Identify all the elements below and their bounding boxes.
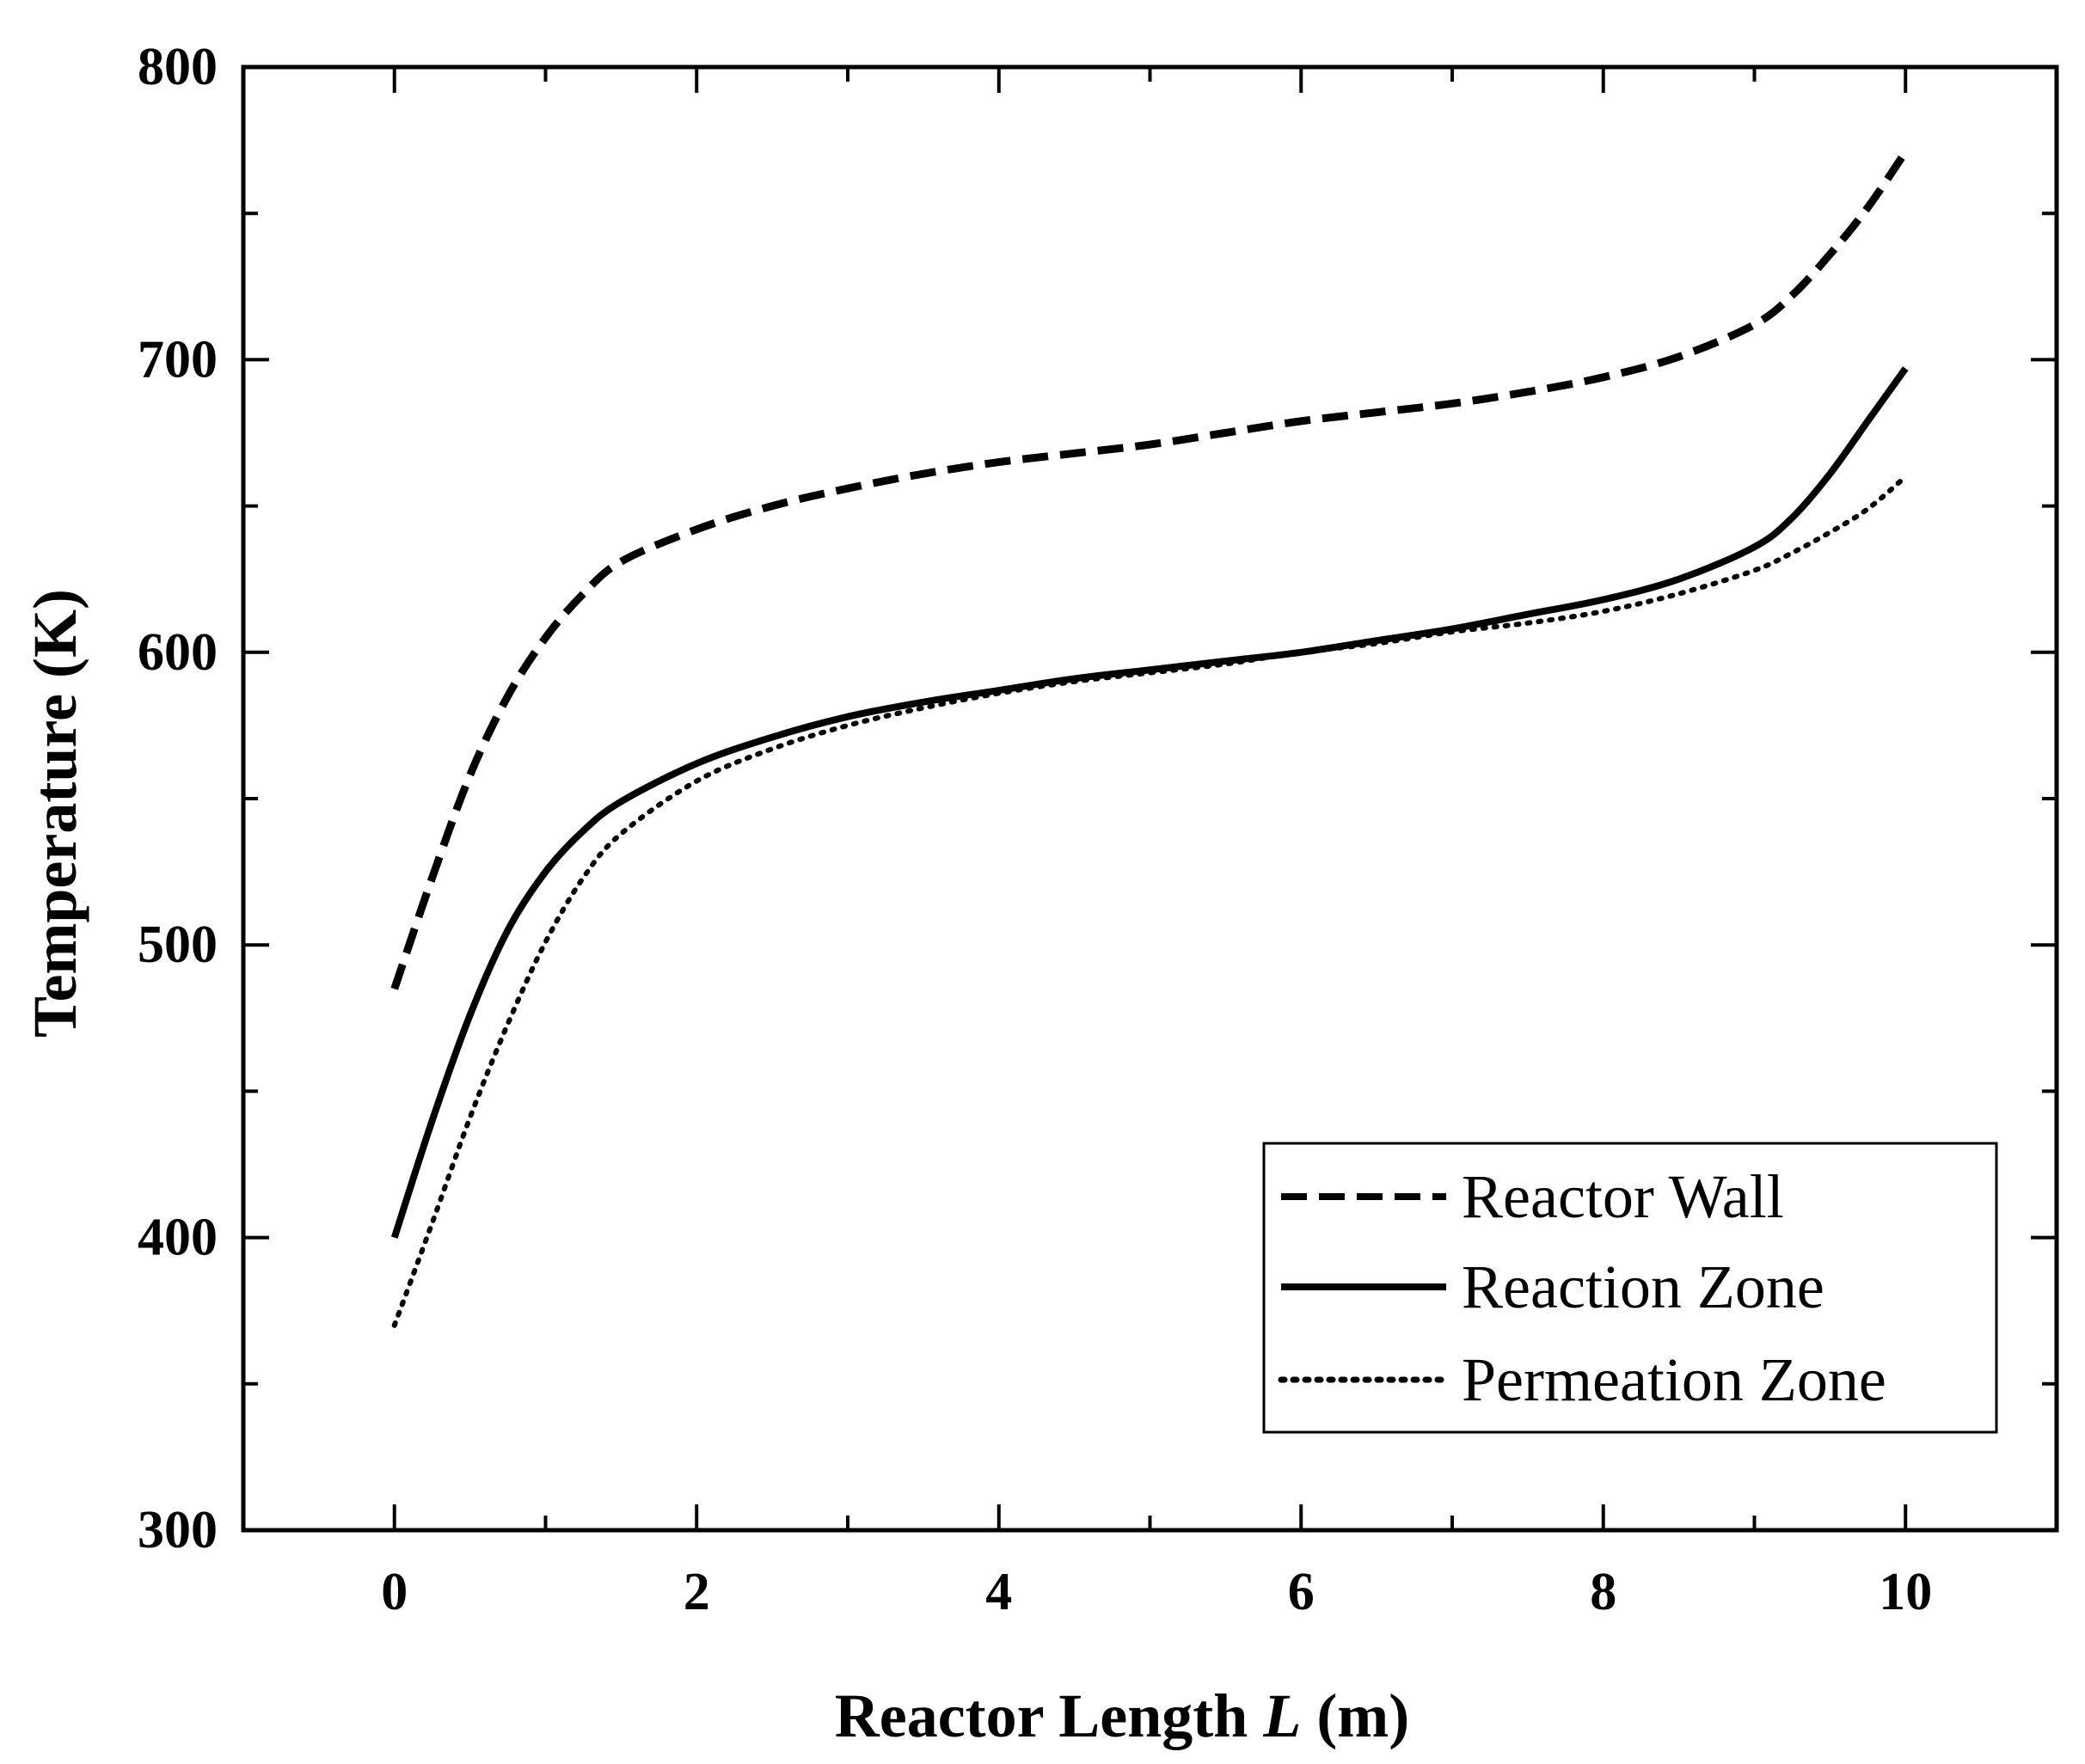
series-line-permeation-zone (391, 474, 1909, 1328)
legend-label-permeation-zone: Permeation Zone (1462, 1345, 1886, 1414)
x-tick-label: 6 (1288, 1563, 1315, 1621)
x-tick-label: 2 (684, 1563, 710, 1621)
legend: Reactor Wall Reaction Zone Permeation Zo… (1262, 1142, 1998, 1434)
x-axis-title: Reactor Length L (m) (835, 1681, 1410, 1750)
legend-label-reaction-zone: Reaction Zone (1462, 1253, 1824, 1321)
y-axis-title: Temperature (K) (21, 589, 89, 1038)
plot-frame (241, 64, 2059, 1533)
x-tick-label: 10 (1879, 1563, 1932, 1621)
x-tick-label: 4 (985, 1563, 1012, 1621)
legend-label-reactor-wall: Reactor Wall (1462, 1162, 1784, 1231)
series-layer (390, 150, 1909, 1328)
y-tick-label: 700 (138, 330, 218, 389)
y-tick-label: 300 (138, 1501, 218, 1559)
x-tick-label: 8 (1590, 1563, 1616, 1621)
y-tick-label: 600 (138, 623, 218, 682)
series-line-reaction-zone (390, 366, 1909, 1239)
y-tick-label: 800 (138, 38, 218, 96)
x-tick-label: 0 (381, 1563, 408, 1621)
y-tick-label: 400 (138, 1209, 218, 1267)
series-line-reactor-wall (390, 150, 1909, 990)
y-tick-label: 500 (138, 916, 218, 974)
tick-labels: 0 2 4 6 8 10 300 400 500 600 700 800 (138, 38, 1932, 1621)
